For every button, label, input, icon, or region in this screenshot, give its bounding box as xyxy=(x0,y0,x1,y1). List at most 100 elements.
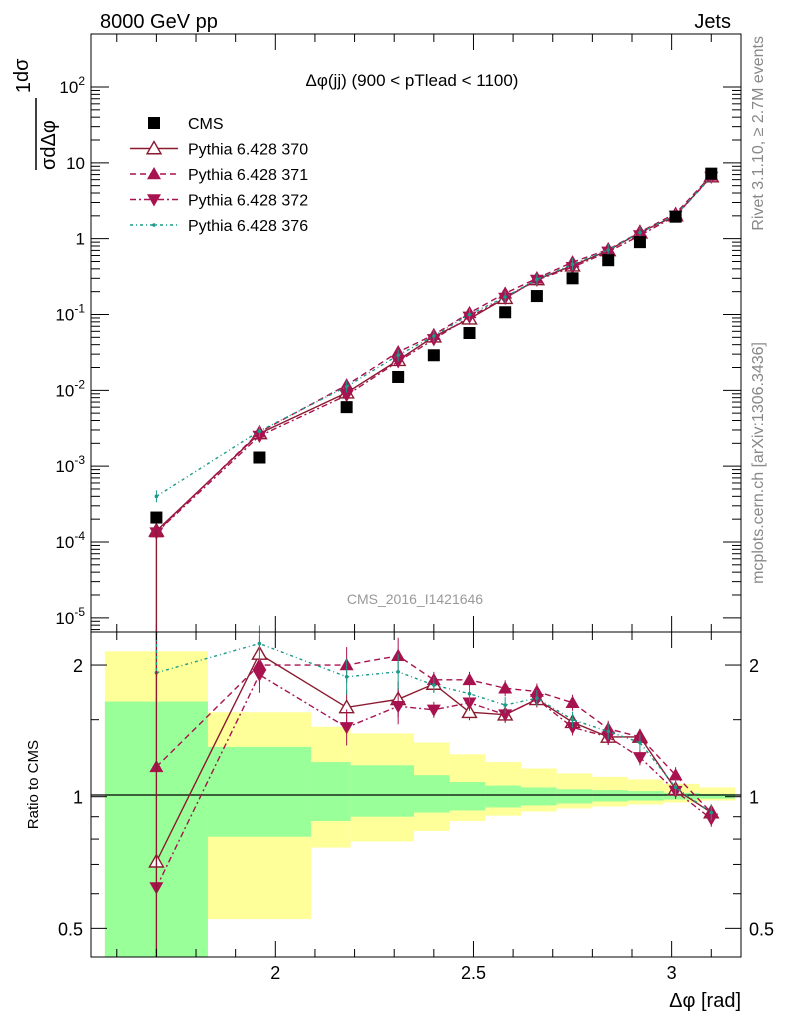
series-marker xyxy=(257,429,262,433)
series-marker xyxy=(344,384,349,389)
ratio-y-tick-label: 1 xyxy=(73,788,83,808)
ratio-y-tick-label: 2 xyxy=(73,656,83,676)
header-right: Jets xyxy=(694,11,731,33)
y-tick-label: 10-2 xyxy=(55,377,85,400)
side-label-top: Rivet 3.1.10, ≥ 2.7M events xyxy=(750,36,767,231)
data-marker xyxy=(530,290,543,303)
data-marker xyxy=(602,254,615,267)
x-tick-label: 3 xyxy=(667,963,677,983)
y-tick-label: 10-4 xyxy=(55,529,85,552)
stat-uncertainty-band xyxy=(310,762,351,821)
legend-label: Pythia 6.428 371 xyxy=(188,167,308,184)
series-marker xyxy=(638,230,642,235)
series-marker xyxy=(498,681,513,694)
series-marker xyxy=(638,740,642,745)
series-marker xyxy=(432,334,436,338)
series-marker xyxy=(535,277,539,282)
data-marker xyxy=(150,511,163,524)
data-marker xyxy=(463,327,476,340)
series-marker xyxy=(344,674,349,679)
stat-uncertainty-band xyxy=(556,789,593,804)
series-marker xyxy=(503,703,507,707)
side-label-bottom: mcplots.cern.ch [arXiv:1306.3436] xyxy=(750,342,767,584)
stat-uncertainty-band xyxy=(207,746,311,837)
series-marker xyxy=(668,768,683,781)
series-marker xyxy=(462,697,477,710)
header-left: 8000 GeV pp xyxy=(100,11,218,33)
series-marker xyxy=(570,717,575,722)
ratio-y-tick-label: 1 xyxy=(749,788,759,808)
series-marker xyxy=(152,223,156,227)
series-marker xyxy=(257,641,262,646)
series-marker xyxy=(461,703,478,719)
data-marker xyxy=(566,272,579,285)
legend: CMS Pythia 6.428 370 Pythia 6.428 371 Pythi… xyxy=(130,116,308,235)
series-marker xyxy=(147,167,161,180)
series-marker xyxy=(339,722,354,735)
ratio-y-tick-label: 0.5 xyxy=(749,919,774,939)
main-y-axis-title: 1 dσ σdΔφ xyxy=(11,58,60,170)
series-marker xyxy=(632,752,647,765)
x-tick-label: 2 xyxy=(270,963,280,983)
stat-uncertainty-band xyxy=(485,785,522,808)
ratio-bands xyxy=(104,651,736,957)
watermark: CMS_2016_I1421646 xyxy=(347,591,483,607)
main-panel: 10-5 10-4 10-3 10-2 10-1 1 10 102 Δφ(jj) (900 <… xyxy=(11,33,742,633)
series-marker xyxy=(673,785,678,790)
series-marker xyxy=(709,810,714,815)
series-marker xyxy=(426,704,441,717)
series-marker xyxy=(154,494,159,499)
x-tick-label: 2.5 xyxy=(461,963,486,983)
ratio-x-axis: 2 2.5 3 xyxy=(116,632,712,983)
legend-label: Pythia 6.428 372 xyxy=(188,193,308,210)
series-marker xyxy=(606,248,611,252)
ratio-panel: 0.5 0.51 12 2 2 2.5 3 Ratio to CMS Δφ [rad] xyxy=(25,625,774,1012)
series-marker xyxy=(467,691,472,696)
stat-uncertainty-band xyxy=(350,765,415,817)
series-marker xyxy=(396,353,400,358)
y-tick-label: 10-1 xyxy=(55,301,85,324)
ratio-y-title: Ratio to CMS xyxy=(25,740,42,829)
series-marker xyxy=(252,669,267,682)
series-marker xyxy=(503,295,507,299)
stat-uncertainty-band xyxy=(449,782,486,811)
stat-uncertainty-band xyxy=(699,793,736,799)
series-marker xyxy=(432,683,436,687)
ratio-series xyxy=(148,625,720,957)
y-tick-label: 102 xyxy=(59,74,85,97)
series-marker xyxy=(339,390,354,403)
series-marker xyxy=(498,709,513,722)
data-marker xyxy=(705,167,718,180)
y-title-fraction: 1 xyxy=(13,82,35,93)
ratio-y-tick-label: 0.5 xyxy=(58,919,83,939)
data-marker xyxy=(499,306,512,319)
series-marker xyxy=(462,672,477,686)
y-tick-label: 10-5 xyxy=(55,605,85,628)
data-marker xyxy=(340,401,353,414)
ratio-y-tick-label: 2 xyxy=(749,656,759,676)
x-axis-title: Δφ [rad] xyxy=(669,990,741,1012)
ratio-y-axis: 0.5 0.5 1 1 2 2 xyxy=(58,656,774,939)
legend-label: Pythia 6.428 376 xyxy=(188,218,308,235)
main-title: Δφ(jj) (900 < pTlead < 1100) xyxy=(306,71,519,90)
stat-uncertainty-band xyxy=(521,787,557,806)
data-marker xyxy=(253,451,266,464)
data-marker xyxy=(427,349,440,362)
y-title-denominator: σdΔφ xyxy=(38,120,60,170)
legend-label: CMS xyxy=(188,116,224,133)
series-marker xyxy=(570,262,575,267)
ratio-frame xyxy=(90,631,742,958)
series-marker xyxy=(565,695,580,708)
legend-label: Pythia 6.428 370 xyxy=(188,142,308,159)
series-marker xyxy=(565,722,580,735)
stat-uncertainty-band xyxy=(628,791,664,801)
series-marker xyxy=(391,700,406,714)
y-tick-label: 10-3 xyxy=(55,453,85,476)
main-y-axis: 10-5 10-4 10-3 10-2 10-1 1 10 102 xyxy=(55,74,741,631)
main-data-points xyxy=(150,167,718,524)
data-marker xyxy=(392,370,405,383)
y-title-numerator: dσ xyxy=(11,58,33,82)
data-marker xyxy=(148,117,160,129)
main-series xyxy=(148,168,720,632)
